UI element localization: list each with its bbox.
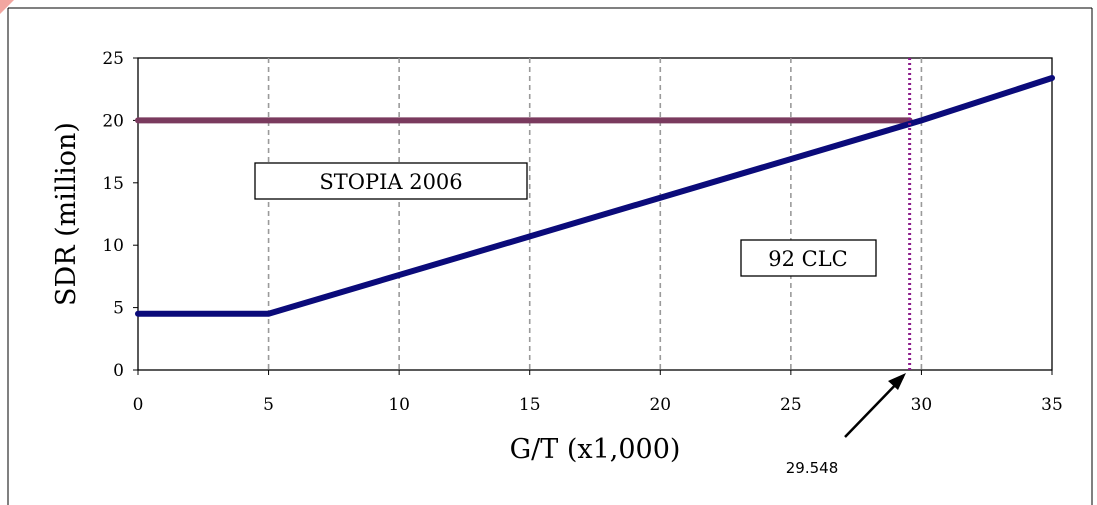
y-tick-labels: 0 5 10 15 20 25 xyxy=(102,49,138,381)
y-tick-label-25: 25 xyxy=(102,49,124,69)
x-tick-label-5: 5 xyxy=(263,395,274,415)
x-tick-label-25: 25 xyxy=(780,395,802,415)
series-line-1 xyxy=(135,74,1055,317)
marker-value-label: 29.548 xyxy=(786,459,839,477)
marker-arrow-shaft xyxy=(844,376,904,438)
x-tick-label-35: 35 xyxy=(1041,395,1063,415)
x-tick-label-15: 15 xyxy=(519,395,541,415)
marker-arrowhead-icon xyxy=(888,373,906,390)
x-axis-label: G/T (x1,000) xyxy=(510,434,681,465)
x-tick-labels: 0 5 10 15 20 25 30 35 xyxy=(133,370,1063,415)
y-tick-label-20: 20 xyxy=(102,111,124,131)
stopia-label: STOPIA 2006 xyxy=(319,170,462,194)
y-tick-label-10: 10 xyxy=(102,236,124,256)
y-tick-label-5: 5 xyxy=(113,299,124,319)
x-tick-label-0: 0 xyxy=(133,395,144,415)
x-tick-label-10: 10 xyxy=(388,395,410,415)
clc-label: 92 CLC xyxy=(768,247,847,271)
stopia-label-box xyxy=(254,162,528,200)
x-tick-label-20: 20 xyxy=(649,395,671,415)
corner-mark-icon xyxy=(0,0,14,14)
x-tick-label-30: 30 xyxy=(911,395,933,415)
y-tick-label-0: 0 xyxy=(113,361,124,381)
gridlines xyxy=(267,58,923,370)
clc-label-box xyxy=(740,239,877,277)
y-axis-label: SDR (million) xyxy=(51,122,82,306)
y-tick-label-15: 15 xyxy=(102,174,124,194)
series-lines xyxy=(135,74,1055,317)
